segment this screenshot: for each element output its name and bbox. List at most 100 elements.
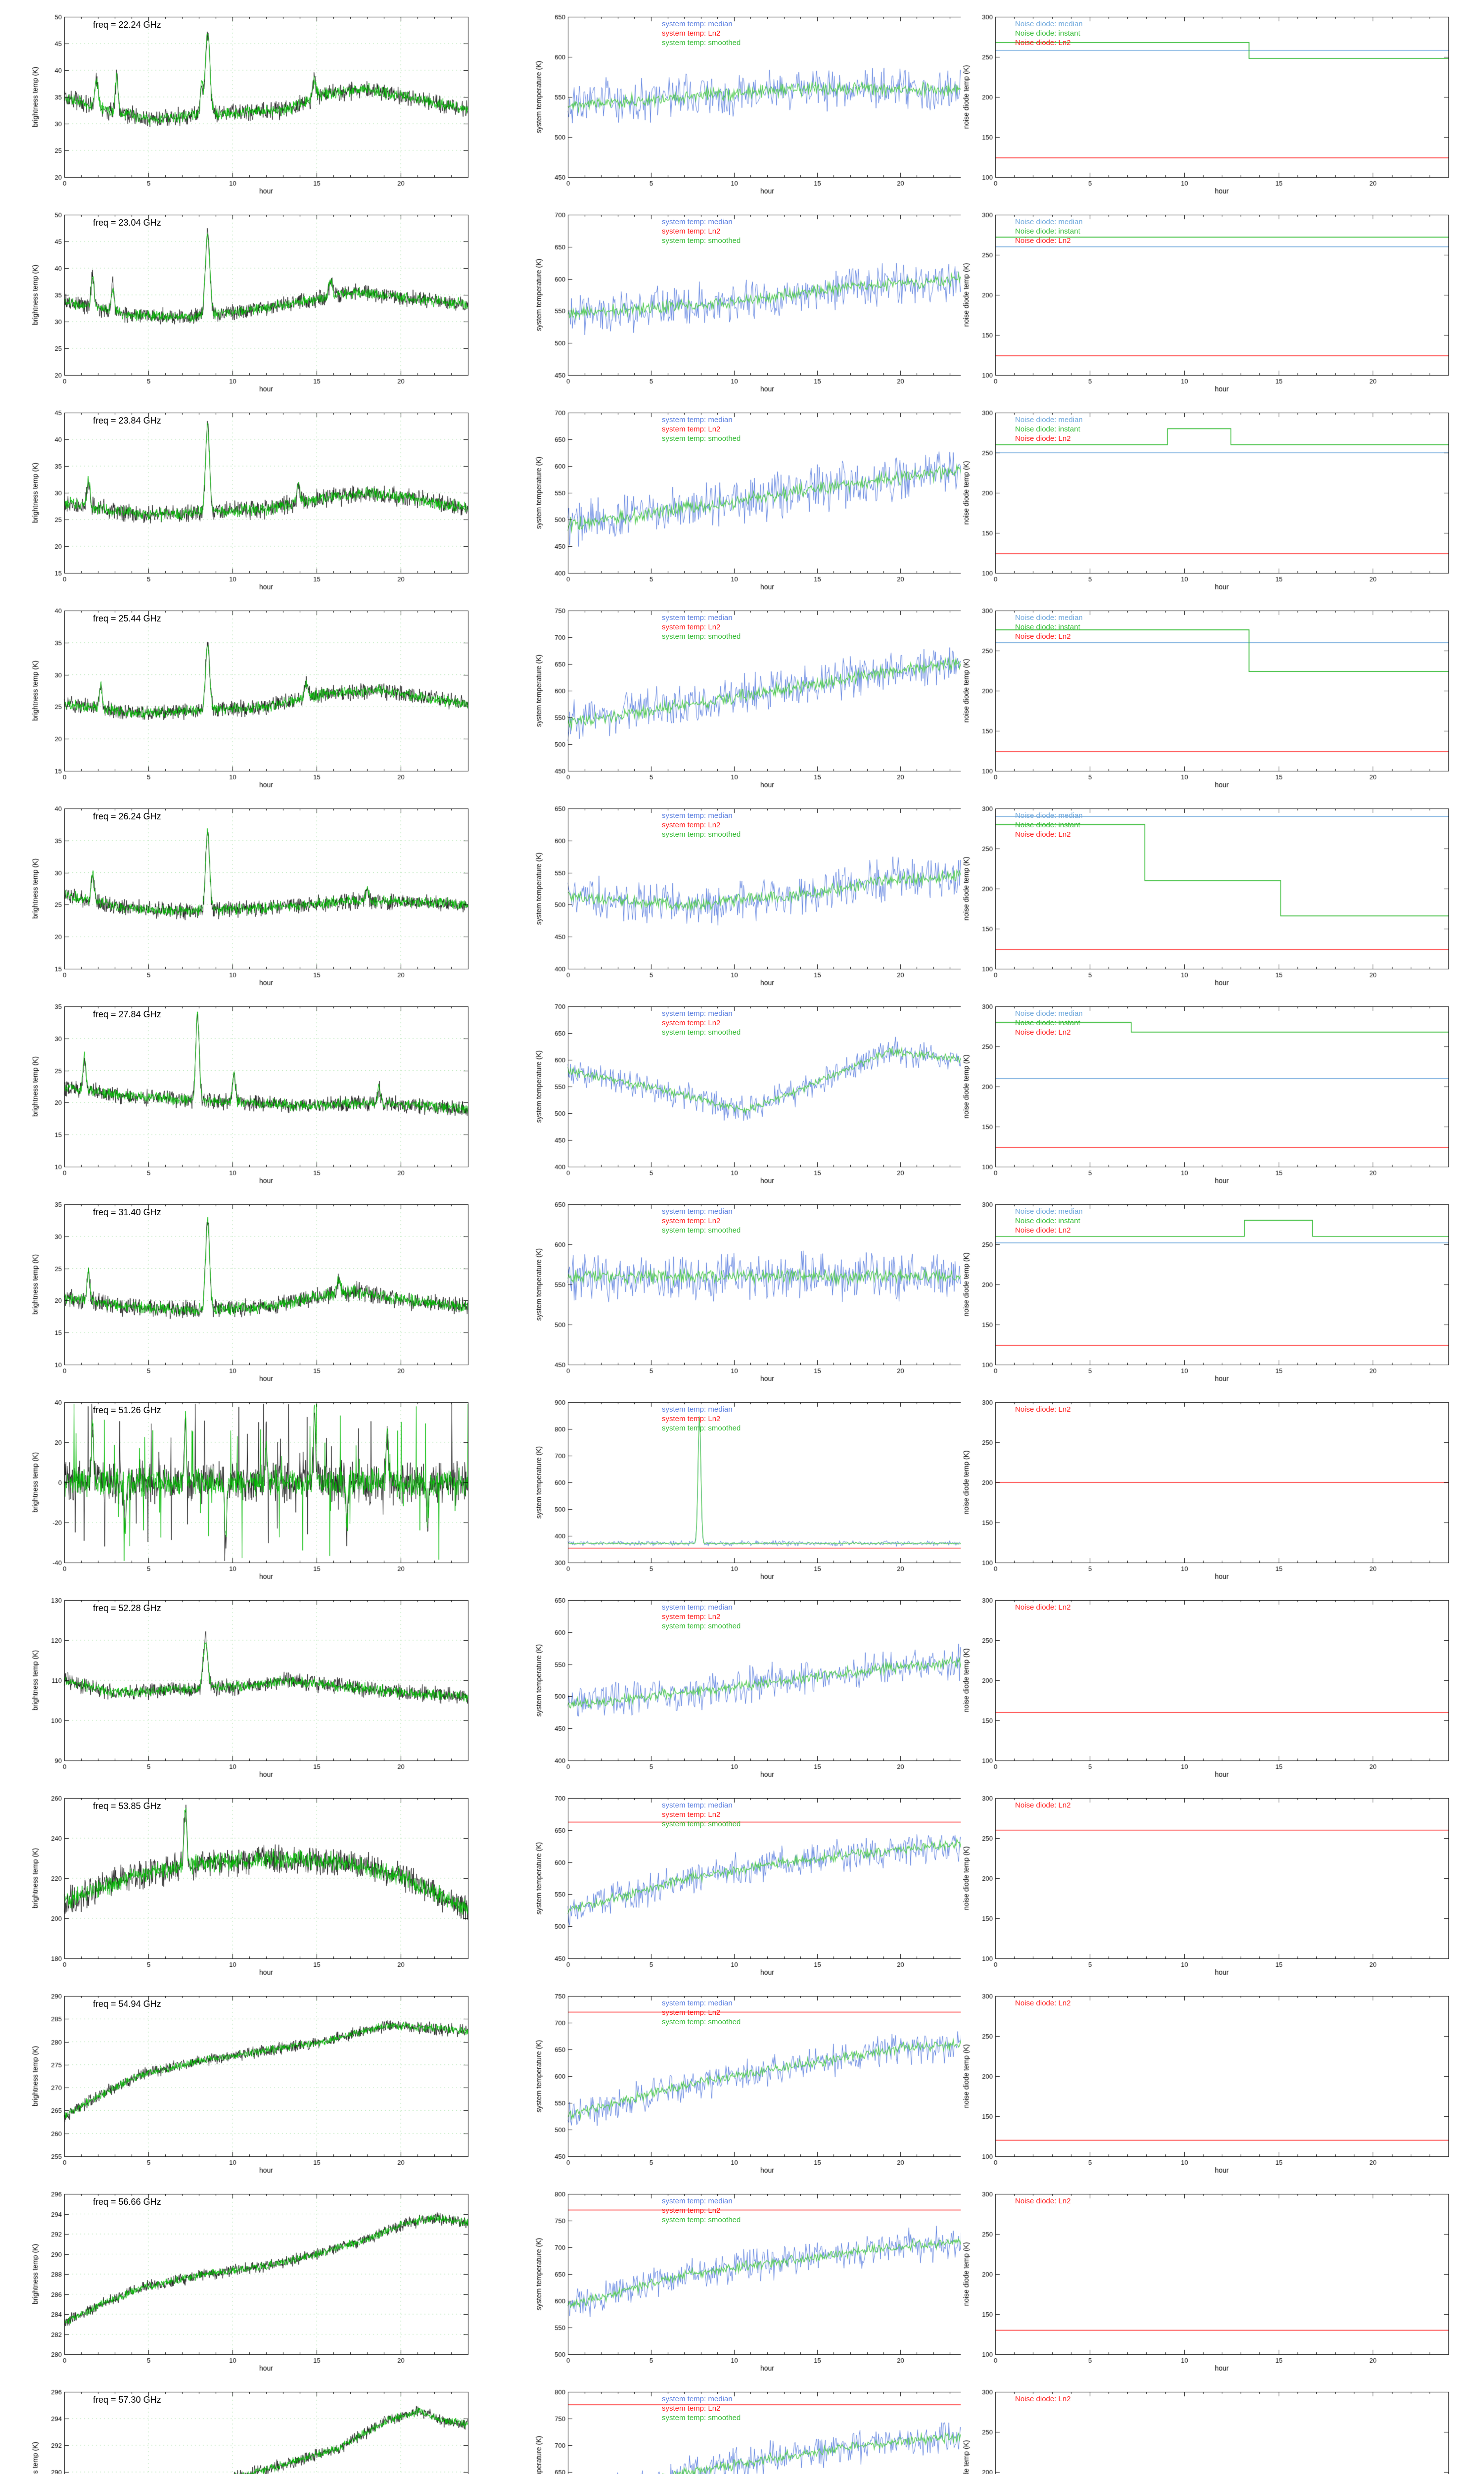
brightness-temp-panel	[30, 2377, 475, 2474]
noise-diode-legend: Noise diode: median	[1015, 1207, 1083, 1216]
noise-diode-legend: Noise diode: Ln2	[1015, 1226, 1071, 1235]
noise-diode-legend: Noise diode: instant	[1015, 29, 1080, 38]
system-temp-panel	[533, 200, 974, 394]
system-temp-panel	[533, 1783, 974, 1977]
channel-row: freq = 31.40 GHz system temp: median syste…	[0, 1188, 1484, 1385]
system-temp-legend: system temp: smoothed	[662, 2018, 741, 2026]
system-temp-panel	[533, 398, 974, 592]
noise-diode-legend: Noise diode: Ln2	[1015, 1603, 1071, 1612]
brightness-temp-panel	[30, 2179, 475, 2373]
noise-diode-panel	[961, 794, 1455, 988]
noise-diode-legend: Noise diode: median	[1015, 614, 1083, 622]
noise-diode-legend: Noise diode: median	[1015, 1009, 1083, 1018]
noise-diode-legend: Noise diode: Ln2	[1015, 434, 1071, 443]
system-temp-plot-canvas	[533, 1387, 974, 1581]
system-temp-panel	[533, 992, 974, 1186]
brightness-temp-plot-canvas	[30, 200, 475, 394]
noise-diode-plot-canvas	[961, 2, 1455, 196]
brightness-temp-plot-canvas	[30, 2179, 475, 2373]
system-temp-panel	[533, 2, 974, 196]
noise-diode-panel	[961, 1387, 1455, 1581]
system-temp-legend: system temp: Ln2	[662, 1019, 721, 1027]
channel-row: freq = 27.84 GHz system temp: median syste…	[0, 990, 1484, 1188]
brightness-temp-plot-canvas	[30, 398, 475, 592]
system-temp-plot-canvas	[533, 596, 974, 790]
brightness-temp-panel	[30, 992, 475, 1186]
system-temp-legend: system temp: median	[662, 416, 733, 424]
noise-diode-panel	[961, 1783, 1455, 1977]
brightness-temp-plot-canvas	[30, 1585, 475, 1779]
brightness-temp-plot-canvas	[30, 596, 475, 790]
noise-diode-legend: Noise diode: median	[1015, 20, 1083, 28]
brightness-temp-panel	[30, 398, 475, 592]
brightness-temp-panel	[30, 2, 475, 196]
freq-title: freq = 56.66 GHz	[93, 2197, 161, 2207]
freq-title: freq = 53.85 GHz	[93, 1801, 161, 1811]
noise-diode-legend: Noise diode: Ln2	[1015, 632, 1071, 641]
noise-diode-legend: Noise diode: instant	[1015, 623, 1080, 631]
system-temp-legend: system temp: Ln2	[662, 227, 721, 236]
system-temp-panel	[533, 1189, 974, 1383]
brightness-temp-plot-canvas	[30, 1783, 475, 1977]
system-temp-legend: system temp: Ln2	[662, 821, 721, 829]
system-temp-legend: system temp: Ln2	[662, 29, 721, 38]
channel-row: freq = 22.24 GHz system temp: median syste…	[0, 0, 1484, 198]
noise-diode-plot-canvas	[961, 992, 1455, 1186]
system-temp-panel	[533, 1981, 974, 2175]
system-temp-legend: system temp: median	[662, 218, 733, 226]
noise-diode-legend: Noise diode: Ln2	[1015, 2197, 1071, 2205]
freq-title: freq = 57.30 GHz	[93, 2395, 161, 2405]
noise-diode-panel	[961, 2179, 1455, 2373]
freq-title: freq = 22.24 GHz	[93, 20, 161, 30]
noise-diode-legend: Noise diode: median	[1015, 218, 1083, 226]
freq-title: freq = 26.24 GHz	[93, 811, 161, 821]
system-temp-legend: system temp: smoothed	[662, 39, 741, 47]
system-temp-legend: system temp: Ln2	[662, 425, 721, 433]
system-temp-plot-canvas	[533, 794, 974, 988]
system-temp-legend: system temp: median	[662, 2395, 733, 2403]
freq-title: freq = 23.04 GHz	[93, 218, 161, 228]
system-temp-panel	[533, 596, 974, 790]
brightness-temp-panel	[30, 1189, 475, 1383]
system-temp-legend: system temp: smoothed	[662, 632, 741, 641]
noise-diode-legend: Noise diode: median	[1015, 811, 1083, 820]
noise-diode-legend: Noise diode: Ln2	[1015, 2395, 1071, 2403]
channel-row: freq = 26.24 GHz system temp: median syste…	[0, 792, 1484, 990]
system-temp-legend: system temp: smoothed	[662, 830, 741, 839]
noise-diode-legend: Noise diode: Ln2	[1015, 1405, 1071, 1414]
system-temp-legend: system temp: Ln2	[662, 1415, 721, 1423]
channel-row: freq = 51.26 GHz system temp: median syste…	[0, 1385, 1484, 1583]
noise-diode-legend: Noise diode: Ln2	[1015, 237, 1071, 245]
system-temp-legend: system temp: median	[662, 2197, 733, 2205]
brightness-temp-panel	[30, 1585, 475, 1779]
system-temp-plot-canvas	[533, 992, 974, 1186]
noise-diode-panel	[961, 200, 1455, 394]
system-temp-panel	[533, 1387, 974, 1581]
brightness-temp-plot-canvas	[30, 992, 475, 1186]
noise-diode-legend: Noise diode: instant	[1015, 821, 1080, 829]
system-temp-legend: system temp: median	[662, 811, 733, 820]
channel-row: freq = 57.30 GHz system temp: median syste…	[0, 2375, 1484, 2474]
brightness-temp-plot-canvas	[30, 2377, 475, 2474]
noise-diode-legend: Noise diode: Ln2	[1015, 39, 1071, 47]
noise-diode-plot-canvas	[961, 596, 1455, 790]
system-temp-legend: system temp: smoothed	[662, 1622, 741, 1630]
noise-diode-plot-canvas	[961, 1189, 1455, 1383]
channel-row: freq = 25.44 GHz system temp: median syste…	[0, 594, 1484, 792]
system-temp-legend: system temp: Ln2	[662, 1613, 721, 1621]
system-temp-legend: system temp: smoothed	[662, 1028, 741, 1037]
noise-diode-legend: Noise diode: instant	[1015, 1217, 1080, 1225]
system-temp-legend: system temp: median	[662, 20, 733, 28]
brightness-temp-panel	[30, 794, 475, 988]
system-temp-plot-canvas	[533, 1585, 974, 1779]
noise-diode-plot-canvas	[961, 1981, 1455, 2175]
noise-diode-plot-canvas	[961, 2377, 1455, 2474]
system-temp-legend: system temp: Ln2	[662, 623, 721, 631]
noise-diode-legend: Noise diode: instant	[1015, 425, 1080, 433]
brightness-temp-plot-canvas	[30, 1387, 475, 1581]
brightness-temp-panel	[30, 1387, 475, 1581]
noise-diode-panel	[961, 1981, 1455, 2175]
system-temp-legend: system temp: Ln2	[662, 1217, 721, 1225]
freq-title: freq = 52.28 GHz	[93, 1603, 161, 1613]
